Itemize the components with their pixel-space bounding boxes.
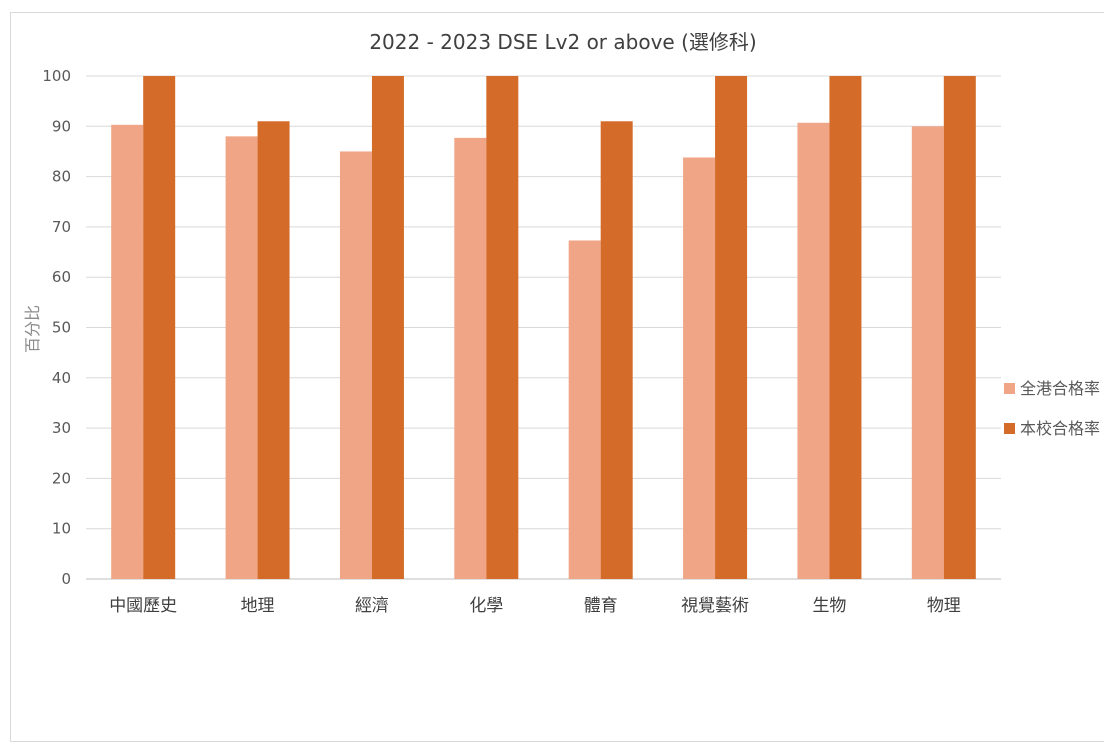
y-tick-label: 10 (52, 520, 71, 538)
y-tick-label: 50 (52, 319, 71, 337)
bar-school-3 (486, 76, 519, 579)
y-tick-label: 20 (52, 469, 71, 487)
bars (111, 76, 976, 580)
chart-title: 2022 - 2023 DSE Lv2 or above (選修科) (369, 30, 756, 54)
x-tick-label: 化學 (469, 596, 503, 616)
bar-school-5 (715, 76, 748, 579)
y-tick-label: 70 (52, 218, 71, 236)
gridlines (86, 75, 1001, 580)
legend-swatch (1004, 383, 1015, 394)
bar-territory-wide-4 (568, 240, 601, 579)
y-tick-label: 60 (52, 268, 71, 286)
bar-school-7 (943, 76, 976, 579)
bar-territory-wide-2 (339, 151, 372, 579)
x-tick-label: 中國歷史 (109, 596, 177, 616)
x-tick-label: 生物 (812, 596, 846, 616)
bar-chart: 2022 - 2023 DSE Lv2 or above (選修科) 百分比 0… (23, 30, 1100, 616)
x-tick-label: 視覺藝術 (681, 596, 749, 616)
legend-label: 本校合格率 (1020, 419, 1100, 438)
bar-school-2 (371, 76, 404, 579)
bar-school-0 (143, 76, 176, 579)
chart-frame: 2022 - 2023 DSE Lv2 or above (選修科) 百分比 0… (10, 12, 1104, 742)
x-tick-label: 經濟 (355, 596, 389, 616)
bar-territory-wide-5 (683, 157, 716, 579)
legend-swatch (1004, 423, 1015, 434)
x-axis-ticks: 中國歷史 地理 經濟 化學 體育 視覺藝術 生物 物理 (109, 596, 961, 616)
bar-territory-wide-6 (797, 122, 830, 580)
y-tick-label: 0 (61, 570, 71, 588)
x-tick-label: 物理 (927, 596, 961, 616)
bar-territory-wide-0 (111, 124, 144, 579)
bar-school-4 (600, 121, 633, 580)
y-axis-ticks: 0 10 20 30 40 50 60 70 80 90 100 (42, 67, 71, 588)
bar-territory-wide-1 (225, 136, 258, 580)
bar-school-1 (257, 121, 290, 580)
bar-territory-wide-3 (454, 137, 487, 579)
x-tick-label: 體育 (584, 596, 618, 616)
y-tick-label: 80 (52, 168, 71, 186)
bar-school-6 (829, 76, 862, 579)
y-tick-label: 90 (52, 117, 71, 135)
y-tick-label: 30 (52, 419, 71, 437)
bar-territory-wide-7 (911, 126, 944, 580)
y-tick-label: 100 (42, 67, 71, 85)
legend-label: 全港合格率 (1020, 379, 1100, 398)
y-tick-label: 40 (52, 369, 71, 387)
y-axis-label: 百分比 (23, 305, 42, 353)
x-tick-label: 地理 (241, 596, 275, 616)
